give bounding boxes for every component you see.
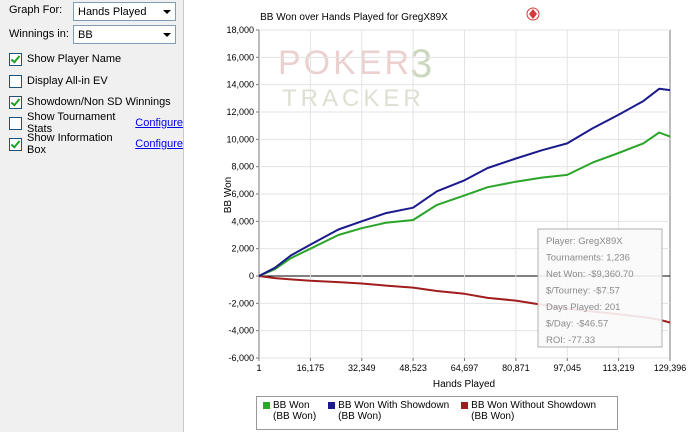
bb-won-line xyxy=(258,131,671,277)
y-tick-label: 18,000 xyxy=(226,25,254,35)
info-line: $/Tourney: -$7.57 xyxy=(546,286,620,297)
y-tick-label: 2,000 xyxy=(231,244,254,254)
graph-for-label: Graph For: xyxy=(9,4,63,16)
option-row[interactable]: Show Tournament Stats Configure xyxy=(9,111,183,135)
graph-for-row: Graph For: xyxy=(9,1,62,19)
winnings-in-value: BB xyxy=(78,28,93,41)
legend-series-unit: (BB Won) xyxy=(273,411,317,422)
option-label: Display All-in EV xyxy=(27,75,108,87)
y-tick-label: 8,000 xyxy=(231,162,254,172)
legend-label: BB Won Without Showdown (BB Won) xyxy=(471,400,596,422)
information-box-lines: Player: GregX89X Tournaments: 1,236 Net Wo… xyxy=(546,236,634,346)
legend-series-unit: (BB Won) xyxy=(471,411,515,422)
legend-swatch xyxy=(461,402,469,409)
chart-legend: BB Won (BB Won) BB Won With Showdown (BB Wo… xyxy=(256,396,618,430)
option-checkbox[interactable] xyxy=(9,52,22,66)
legend-label: BB Won With Showdown (BB Won) xyxy=(338,400,449,422)
poker-chip-icon xyxy=(526,7,540,21)
legend-swatch xyxy=(263,402,270,409)
x-tick-label: 129,396 xyxy=(654,363,687,373)
legend-series-name: BB Won Without Showdown xyxy=(471,400,597,411)
info-line: Net Won: -$9,360.70 xyxy=(546,269,634,280)
option-checkbox[interactable] xyxy=(9,74,22,88)
graph-for-value: Hands Played xyxy=(78,5,147,18)
legend-series-name: BB Won xyxy=(273,400,310,411)
bb-won-chart: BB Won over Hands Played for GregX89X PO… xyxy=(223,7,686,390)
information-box xyxy=(537,228,663,348)
option-row[interactable]: Show Player Name xyxy=(9,50,121,68)
x-tick-label: 48,523 xyxy=(399,363,427,373)
legend-series-unit: (BB Won) xyxy=(338,411,382,422)
legend-item: BB Won (BB Won) xyxy=(257,397,322,429)
option-checkbox[interactable] xyxy=(9,95,22,109)
y-tick-label: 12,000 xyxy=(226,107,254,117)
bb-won-with-showdown-line xyxy=(258,87,671,277)
legend-item: BB Won With Showdown (BB Won) xyxy=(322,397,455,429)
watermark-line1: POKER xyxy=(278,44,412,82)
y-tick-label: -6,000 xyxy=(228,353,254,363)
winnings-in-row: Winnings in: xyxy=(9,25,69,43)
watermark-line2: TRACKER xyxy=(282,85,425,112)
configure-link[interactable]: Configure xyxy=(135,117,183,129)
chart-area: BB Won over Hands Played for GregX89X PO… xyxy=(184,0,700,432)
x-tick-label: 32,349 xyxy=(348,363,376,373)
x-axis-label: Hands Played xyxy=(433,379,495,390)
option-label: Show Information Box xyxy=(27,132,113,156)
y-tick-label: -4,000 xyxy=(228,326,254,336)
option-row[interactable]: Show Information Box Configure xyxy=(9,132,183,156)
y-axis-label: BB Won xyxy=(223,177,234,214)
y-axis-ticks: -6,000 -4,000 -2,000 0 2,000 4,000 6,000 8,000 1… xyxy=(226,25,259,363)
legend-item: BB Won Without Showdown (BB Won) xyxy=(455,397,602,429)
configure-link[interactable]: Configure xyxy=(135,138,183,150)
options-panel: Graph For: Hands Played Winnings in: BB … xyxy=(0,0,184,432)
info-line: Player: GregX89X xyxy=(546,236,623,247)
y-tick-label: 0 xyxy=(249,271,254,281)
y-tick-label: 16,000 xyxy=(226,52,254,62)
legend-swatch xyxy=(328,402,336,409)
graph-for-select[interactable]: Hands Played xyxy=(73,2,176,21)
x-tick-label: 80,871 xyxy=(502,363,530,373)
x-tick-label: 113,219 xyxy=(603,363,635,373)
option-row[interactable]: Display All-in EV xyxy=(9,72,108,90)
chevron-down-icon[interactable] xyxy=(158,26,175,43)
option-checkbox[interactable] xyxy=(9,116,22,130)
x-tick-label: 97,045 xyxy=(553,363,581,373)
legend-series-name: BB Won With Showdown xyxy=(338,400,450,411)
option-label: Show Tournament Stats xyxy=(27,111,116,135)
info-line: Tournaments: 1,236 xyxy=(546,253,630,264)
winnings-in-select[interactable]: BB xyxy=(73,25,176,44)
x-tick-label: 1 xyxy=(256,363,261,373)
x-tick-label: 16,175 xyxy=(297,363,325,373)
info-line: Days Played: 201 xyxy=(546,302,620,313)
option-row[interactable]: Showdown/Non SD Winnings xyxy=(9,93,171,111)
option-label: Showdown/Non SD Winnings xyxy=(27,96,171,108)
winnings-in-label: Winnings in: xyxy=(9,28,69,40)
option-checkbox[interactable] xyxy=(9,137,22,151)
watermark-mark: 3 xyxy=(410,42,432,86)
poker-tracker-watermark: POKER 3 TRACKER xyxy=(278,42,432,112)
option-label: Show Player Name xyxy=(27,53,122,65)
chart-title: BB Won over Hands Played for GregX89X xyxy=(260,12,448,23)
y-tick-label: 10,000 xyxy=(226,134,254,144)
x-tick-label: 64,697 xyxy=(451,363,479,373)
y-tick-label: 4,000 xyxy=(231,216,254,226)
info-line: $/Day: -$46.57 xyxy=(546,319,608,330)
x-axis-ticks: 1 16,175 32,349 48,523 64,697 80,871 97,045 113… xyxy=(256,358,686,373)
info-line: ROI: -77.33 xyxy=(546,335,595,346)
y-tick-label: 6,000 xyxy=(231,189,254,199)
legend-label: BB Won (BB Won) xyxy=(273,400,316,422)
chevron-down-icon[interactable] xyxy=(158,3,175,20)
y-tick-label: -2,000 xyxy=(228,298,254,308)
y-tick-label: 14,000 xyxy=(226,80,254,90)
